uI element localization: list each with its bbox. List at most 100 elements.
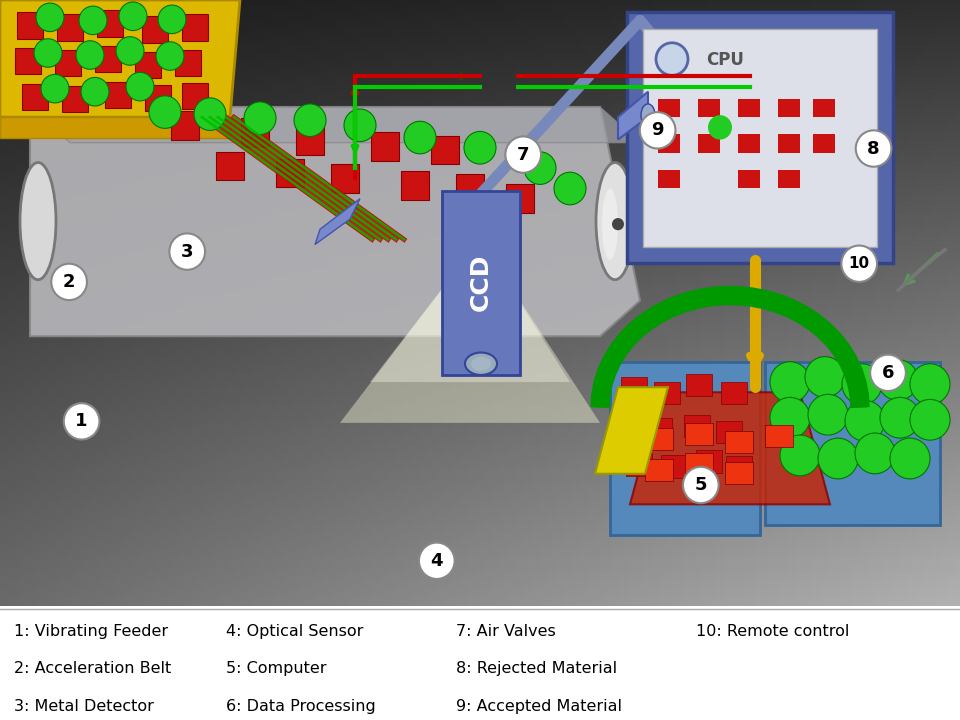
Ellipse shape [471,356,491,371]
FancyBboxPatch shape [627,12,893,263]
FancyBboxPatch shape [401,171,429,199]
Ellipse shape [641,104,655,126]
Circle shape [554,172,586,204]
Polygon shape [610,361,760,535]
Text: 4: 4 [430,552,444,570]
Circle shape [524,152,556,184]
FancyBboxPatch shape [685,423,713,445]
Circle shape [808,395,848,435]
Circle shape [126,72,154,101]
FancyBboxPatch shape [738,170,760,189]
FancyBboxPatch shape [645,428,673,450]
FancyBboxPatch shape [276,159,304,187]
Circle shape [639,112,676,148]
Text: 1: Vibrating Feeder: 1: Vibrating Feeder [14,624,169,639]
FancyBboxPatch shape [135,52,161,78]
Circle shape [780,435,820,476]
Text: CPU: CPU [707,51,744,69]
FancyBboxPatch shape [725,462,753,484]
Text: 8: Rejected Material: 8: Rejected Material [456,661,617,676]
FancyBboxPatch shape [506,184,534,213]
FancyBboxPatch shape [331,164,359,192]
Circle shape [81,78,109,106]
FancyBboxPatch shape [17,12,43,39]
Circle shape [51,264,87,300]
Text: 7: 7 [516,145,530,163]
Circle shape [708,115,732,140]
Circle shape [116,37,144,66]
Text: 6: 6 [881,364,895,382]
FancyBboxPatch shape [658,99,680,117]
Polygon shape [765,361,940,525]
Circle shape [880,397,920,438]
Text: 10: Remote control: 10: Remote control [696,624,850,639]
FancyBboxPatch shape [716,420,742,444]
Text: 5: 5 [694,476,708,494]
Circle shape [842,364,882,405]
FancyBboxPatch shape [175,50,201,76]
Circle shape [344,109,376,142]
FancyBboxPatch shape [241,118,269,147]
Text: 10: 10 [849,256,870,271]
Circle shape [656,42,688,76]
FancyBboxPatch shape [765,425,793,447]
FancyBboxPatch shape [658,135,680,153]
FancyBboxPatch shape [55,50,81,76]
FancyBboxPatch shape [684,415,710,437]
FancyBboxPatch shape [654,382,680,405]
FancyBboxPatch shape [371,132,399,161]
Circle shape [76,41,104,69]
Circle shape [34,39,62,67]
Circle shape [805,356,845,397]
Circle shape [464,132,496,164]
Circle shape [855,433,895,474]
Text: 3: Metal Detector: 3: Metal Detector [14,699,155,714]
Text: CCD: CCD [469,254,493,312]
Circle shape [770,361,810,402]
Circle shape [169,233,205,270]
FancyBboxPatch shape [431,135,459,164]
Circle shape [294,104,326,137]
Text: 9: 9 [651,122,664,140]
FancyBboxPatch shape [456,174,484,203]
Text: 3: 3 [180,243,194,261]
Polygon shape [595,387,668,474]
FancyBboxPatch shape [182,83,208,109]
Text: 2: 2 [62,273,76,291]
FancyBboxPatch shape [646,418,672,440]
FancyBboxPatch shape [813,99,835,117]
FancyBboxPatch shape [216,152,244,180]
Ellipse shape [465,353,497,375]
Circle shape [845,400,885,441]
Polygon shape [630,392,830,504]
Circle shape [244,102,276,135]
Ellipse shape [20,163,56,279]
FancyBboxPatch shape [726,456,752,479]
FancyBboxPatch shape [182,14,208,41]
Circle shape [818,438,858,479]
FancyBboxPatch shape [738,99,760,117]
FancyBboxPatch shape [645,459,673,481]
Polygon shape [618,91,648,140]
FancyBboxPatch shape [15,48,41,74]
Circle shape [855,130,892,167]
FancyBboxPatch shape [296,126,324,155]
Text: 7: Air Valves: 7: Air Valves [456,624,556,639]
FancyBboxPatch shape [738,135,760,153]
Circle shape [683,467,719,503]
Ellipse shape [602,189,618,260]
Circle shape [149,96,181,128]
FancyBboxPatch shape [698,135,720,153]
FancyBboxPatch shape [145,84,171,111]
FancyBboxPatch shape [778,99,800,117]
Circle shape [36,3,64,32]
Ellipse shape [596,163,634,279]
Circle shape [910,364,950,405]
Circle shape [63,403,100,439]
FancyBboxPatch shape [686,374,712,396]
FancyBboxPatch shape [62,86,88,112]
Circle shape [404,121,436,154]
Circle shape [910,400,950,440]
FancyBboxPatch shape [57,14,83,41]
FancyBboxPatch shape [725,431,753,454]
